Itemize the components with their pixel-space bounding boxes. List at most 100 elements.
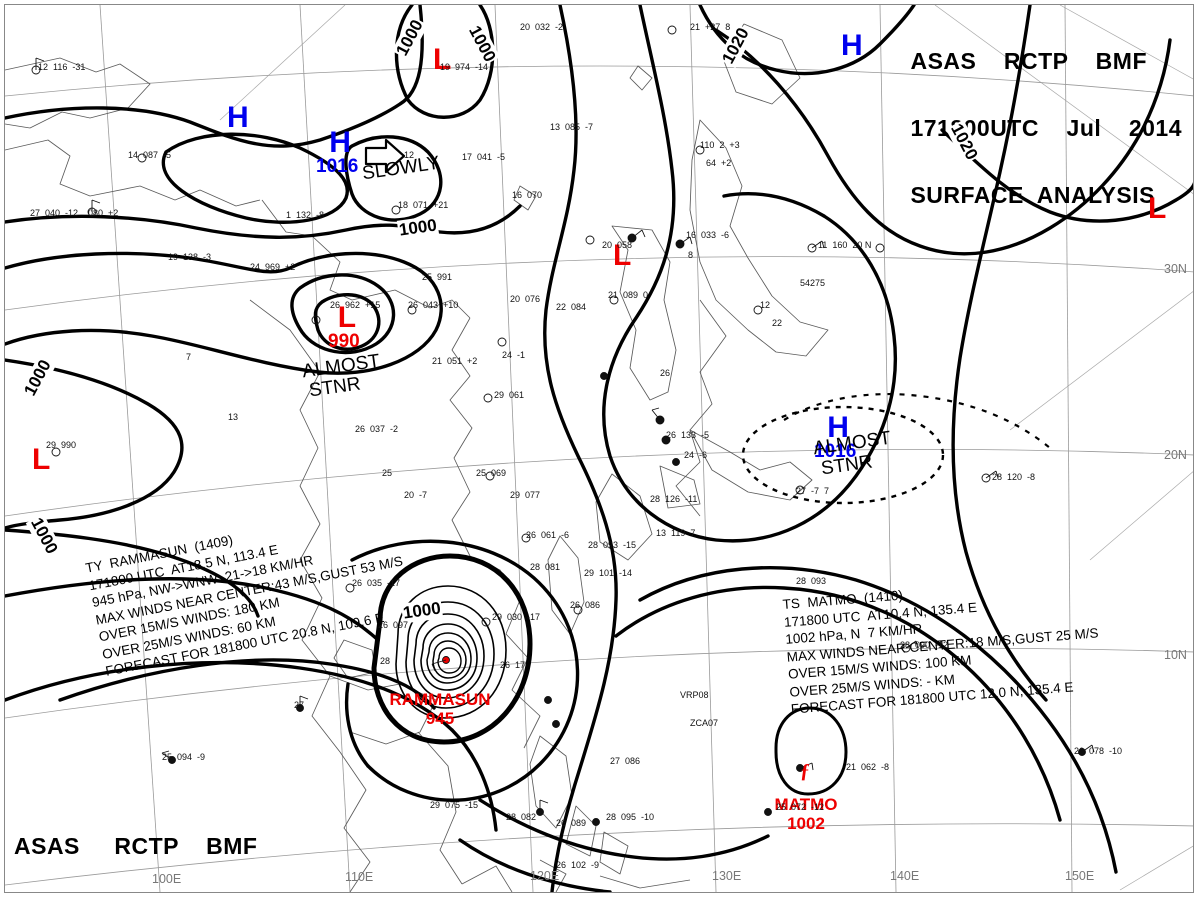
station-plot: 24 -6 [684, 450, 708, 460]
station-plot: 28 095 -10 [606, 812, 655, 822]
pressure-system-symbol: H [827, 411, 849, 444]
station-plot: 22 084 [556, 302, 587, 312]
station-plot: 24 969 +2 [250, 262, 296, 272]
map-index-lines [219, 5, 1193, 891]
longitude-tick-label: 130E [712, 869, 742, 883]
pressure-system-symbol: L [1148, 192, 1167, 225]
station-plot: 29 101 -14 [584, 568, 633, 578]
tc-central-pressure: 1002 [787, 814, 825, 833]
station-plot: 21 089 0 [608, 290, 649, 300]
longitude-tick-label: 150E [1065, 869, 1095, 883]
longitude-tick-label: 100E [152, 872, 182, 886]
station-plot: 54275 [800, 278, 826, 288]
station-plot: 27 [294, 700, 305, 710]
pressure-system-symbol: L [613, 239, 632, 272]
station-plot: 13 119 7 [656, 528, 696, 538]
station-plot: 26 078 -10 [1074, 746, 1123, 756]
pressure-system-symbol: H [227, 101, 249, 134]
station-plot: 26 102 -9 [556, 860, 600, 870]
tc-label-rammasun: RAMMASUN 945 [370, 690, 510, 728]
station-plot: 28 081 [530, 562, 561, 572]
pressure-system-l-6: L [613, 239, 632, 272]
station-plot: 26 043 +10 [408, 300, 459, 310]
station-plot: 110 2 +3 [700, 140, 740, 150]
pressure-system-value: 990 [328, 331, 360, 352]
station-plot: 29 030 -17 [492, 612, 541, 622]
station-plot: 26 17 [500, 660, 526, 670]
station-plot: 27 086 [610, 756, 641, 766]
station-plot: 26 097 [378, 620, 409, 630]
station-plot: 28 126 -11 [650, 494, 698, 504]
station-plot: 28 093 [796, 576, 827, 586]
station-plot: 20 076 [510, 294, 541, 304]
station-plot: 28 082 [506, 812, 537, 822]
header-top: ASAS RCTP BMF 171800UTC Jul 2014 SURFACE… [910, 10, 1182, 247]
station-plot: 20 032 -2 [520, 22, 564, 32]
pressure-system-symbol: L [337, 301, 357, 334]
header-top-line1: ASAS RCTP BMF [910, 48, 1147, 74]
longitude-tick-label: 140E [890, 869, 920, 883]
graticule-parallels [5, 65, 1193, 886]
tc-label-matmo: MATMO 1002 [736, 795, 876, 833]
station-plot: 19 138 -3 [168, 252, 212, 262]
station-plot: 26 037 -2 [355, 424, 399, 434]
station-plot-symbols [31, 25, 1095, 826]
station-plot: 21 062 -8 [846, 762, 890, 772]
station-plot: 12 [760, 300, 771, 310]
station-plot: 27 040 -12 [30, 208, 79, 218]
longitude-tick-label: 110E [345, 870, 374, 884]
motion-arrow-slowly [364, 138, 406, 174]
station-plot: ZCA07 [690, 718, 719, 728]
station-plot: 26 035 -17 [352, 578, 401, 588]
station-plot: 25 072 -12 [776, 802, 825, 812]
latitude-tick-label: 20N [1164, 448, 1187, 462]
station-plot: 16 070 [512, 190, 543, 200]
station-plot: 20 058 [602, 240, 633, 250]
station-plot: 21 051 +2 [432, 356, 478, 366]
station-plot: 12 116 -31 [38, 62, 86, 72]
station-plot: 18 071 +21 [398, 200, 449, 210]
pressure-system-symbol: L [433, 43, 452, 76]
station-plot: 21 +27 8 [690, 22, 731, 32]
pressure-system-h-3: H 1016 [814, 411, 856, 462]
pressure-system-l-8: L [433, 43, 452, 76]
station-plot: 29 990 [46, 440, 77, 450]
station-plot: 080 +2 [88, 208, 119, 218]
dotted-boundary [783, 393, 1051, 449]
station-plot: 26 086 [570, 600, 601, 610]
tc-central-pressure: 945 [425, 709, 455, 728]
station-plot: 28 090 -12 [900, 640, 949, 650]
latitude-tick-label: 10N [1164, 648, 1187, 662]
station-plot: 14 087 -5 [128, 150, 172, 160]
station-plot: 26 [660, 368, 671, 378]
station-plot: 26 133 -5 [666, 430, 710, 440]
station-plot: 12 [404, 150, 415, 160]
station-plot: 29 061 [494, 390, 525, 400]
station-plot: 16 033 -6 [686, 230, 730, 240]
pressure-system-l-5: L [32, 443, 51, 476]
pressure-system-symbol: L [32, 443, 51, 476]
station-plot: 8 [688, 250, 694, 260]
latitude-tick-label: 30N [1164, 262, 1187, 276]
station-plot: 26 089 [556, 818, 587, 828]
station-plot: 22 [772, 318, 783, 328]
station-plot: 28 120 -8 [992, 472, 1036, 482]
pressure-system-h-1: H 1016 [316, 128, 358, 177]
station-plot: 26 061 -6 [526, 530, 570, 540]
header-top-line3: SURFACE ANALYSIS [910, 182, 1155, 208]
pressure-system-value: 1016 [814, 441, 857, 462]
storm-report-matmo: TS MATMO (1410) 171800 UTC AT10.4 N, 135.… [782, 571, 1103, 718]
header-bottom: ASAS RCTP BMF 171800UTC Jul 2014 SURFACE… [14, 795, 286, 899]
header-bottom-line1: ASAS RCTP BMF [14, 833, 258, 859]
pressure-system-symbol: H [841, 29, 863, 62]
station-plot: 24 -1 [502, 350, 526, 360]
station-plot: 25 [382, 468, 393, 478]
tc-name: MATMO [774, 795, 838, 814]
station-plot: 27 -7 7 [796, 486, 830, 496]
station-plot: 13 [228, 412, 239, 422]
station-plot: 25 991 [422, 272, 453, 282]
tropical-storm-symbol-icon: ƒ [800, 760, 810, 782]
station-plot: 20 -7 [404, 490, 428, 500]
